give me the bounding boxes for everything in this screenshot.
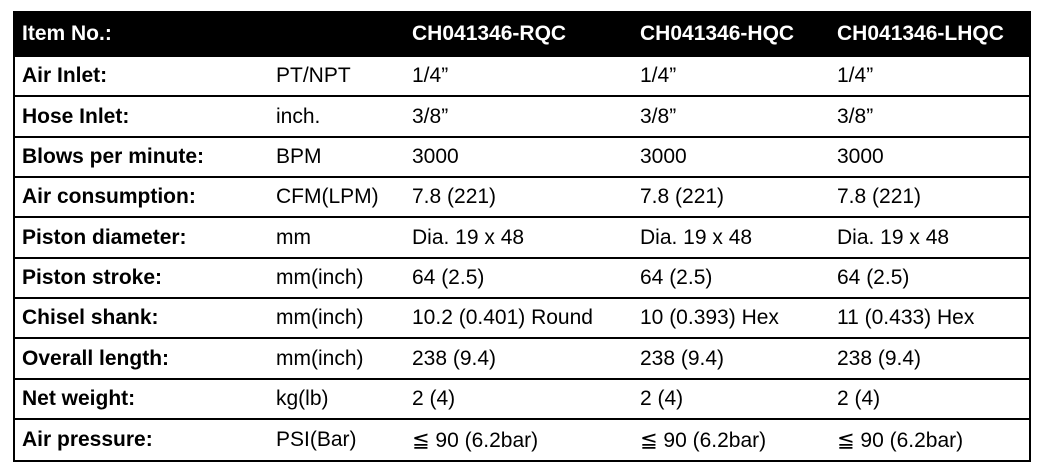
row-value-hqc: 2 (4) [633, 378, 830, 421]
row-unit: inch. [269, 96, 405, 138]
row-value-hqc: Dia. 19 x 48 [633, 217, 830, 259]
table-row: Net weight: kg(lb) 2 (4) 2 (4) 2 (4) [14, 378, 1030, 421]
table-row: Overall length: mm(inch) 238 (9.4) 238 (9.4… [14, 338, 1030, 380]
row-unit: mm [269, 217, 405, 259]
row-value-lhqc: 64 (2.5) [830, 257, 1030, 300]
row-label: Piston diameter: [14, 217, 269, 259]
row-label: Air Inlet: [14, 56, 269, 98]
row-value-lhqc: 2 (4) [830, 378, 1030, 421]
row-value-rqc: 7.8 (221) [405, 177, 633, 219]
row-label: Hose Inlet: [14, 96, 269, 138]
table-row: Hose Inlet: inch. 3/8” 3/8” 3/8” [14, 96, 1030, 138]
row-label: Blows per minute: [14, 136, 269, 179]
header-label: Item No.: [14, 12, 269, 57]
row-label: Chisel shank: [14, 298, 269, 340]
row-unit: mm(inch) [269, 298, 405, 340]
row-unit: mm(inch) [269, 338, 405, 380]
header-model-lhqc: CH041346-LHQC [830, 12, 1030, 57]
table-row: Air pressure: PSI(Bar) ≦ 90 (6.2bar) ≦ 90 (… [14, 419, 1030, 462]
row-unit: CFM(LPM) [269, 177, 405, 219]
row-value-rqc: 3000 [405, 136, 633, 179]
table-row: Air consumption: CFM(LPM) 7.8 (221) 7.8 (22… [14, 177, 1030, 219]
row-value-hqc: 64 (2.5) [633, 257, 830, 300]
header-unit [269, 12, 405, 57]
row-unit: PSI(Bar) [269, 419, 405, 462]
row-value-hqc: 238 (9.4) [633, 338, 830, 380]
row-value-hqc: 7.8 (221) [633, 177, 830, 219]
row-value-lhqc: 3000 [830, 136, 1030, 179]
row-value-lhqc: 11 (0.433) Hex [830, 298, 1030, 340]
row-value-lhqc: 238 (9.4) [830, 338, 1030, 380]
row-value-rqc: 3/8” [405, 96, 633, 138]
row-value-hqc: 10 (0.393) Hex [633, 298, 830, 340]
row-value-hqc: 1/4” [633, 56, 830, 98]
row-unit: BPM [269, 136, 405, 179]
spec-table: Item No.: CH041346-RQC CH041346-HQC CH04… [13, 11, 1031, 462]
row-value-rqc: 64 (2.5) [405, 257, 633, 300]
table-row: Chisel shank: mm(inch) 10.2 (0.401) Round 1… [14, 298, 1030, 340]
row-value-lhqc: 3/8” [830, 96, 1030, 138]
row-value-lhqc: 1/4” [830, 56, 1030, 98]
row-value-rqc: Dia. 19 x 48 [405, 217, 633, 259]
row-label: Air consumption: [14, 177, 269, 219]
table-row: Piston diameter: mm Dia. 19 x 48 Dia. 19 x … [14, 217, 1030, 259]
row-value-rqc: 238 (9.4) [405, 338, 633, 380]
row-value-hqc: ≦ 90 (6.2bar) [633, 419, 830, 462]
row-value-lhqc: 7.8 (221) [830, 177, 1030, 219]
row-value-rqc: 1/4” [405, 56, 633, 98]
header-model-hqc: CH041346-HQC [633, 12, 830, 57]
row-value-lhqc: ≦ 90 (6.2bar) [830, 419, 1030, 462]
table-row: Piston stroke: mm(inch) 64 (2.5) 64 (2.5) 64… [14, 257, 1030, 300]
row-unit: mm(inch) [269, 257, 405, 300]
row-unit: PT/NPT [269, 56, 405, 98]
row-label: Overall length: [14, 338, 269, 380]
table-row: Blows per minute: BPM 3000 3000 3000 [14, 136, 1030, 179]
row-value-hqc: 3/8” [633, 96, 830, 138]
row-value-lhqc: Dia. 19 x 48 [830, 217, 1030, 259]
row-value-rqc: 2 (4) [405, 378, 633, 421]
row-label: Piston stroke: [14, 257, 269, 300]
row-label: Net weight: [14, 378, 269, 421]
row-value-hqc: 3000 [633, 136, 830, 179]
row-label: Air pressure: [14, 419, 269, 462]
row-value-rqc: 10.2 (0.401) Round [405, 298, 633, 340]
row-unit: kg(lb) [269, 378, 405, 421]
table-row: Air Inlet: PT/NPT 1/4” 1/4” 1/4” [14, 56, 1030, 98]
header-row: Item No.: CH041346-RQC CH041346-HQC CH04… [14, 12, 1030, 57]
header-model-rqc: CH041346-RQC [405, 12, 633, 57]
row-value-rqc: ≦ 90 (6.2bar) [405, 419, 633, 462]
